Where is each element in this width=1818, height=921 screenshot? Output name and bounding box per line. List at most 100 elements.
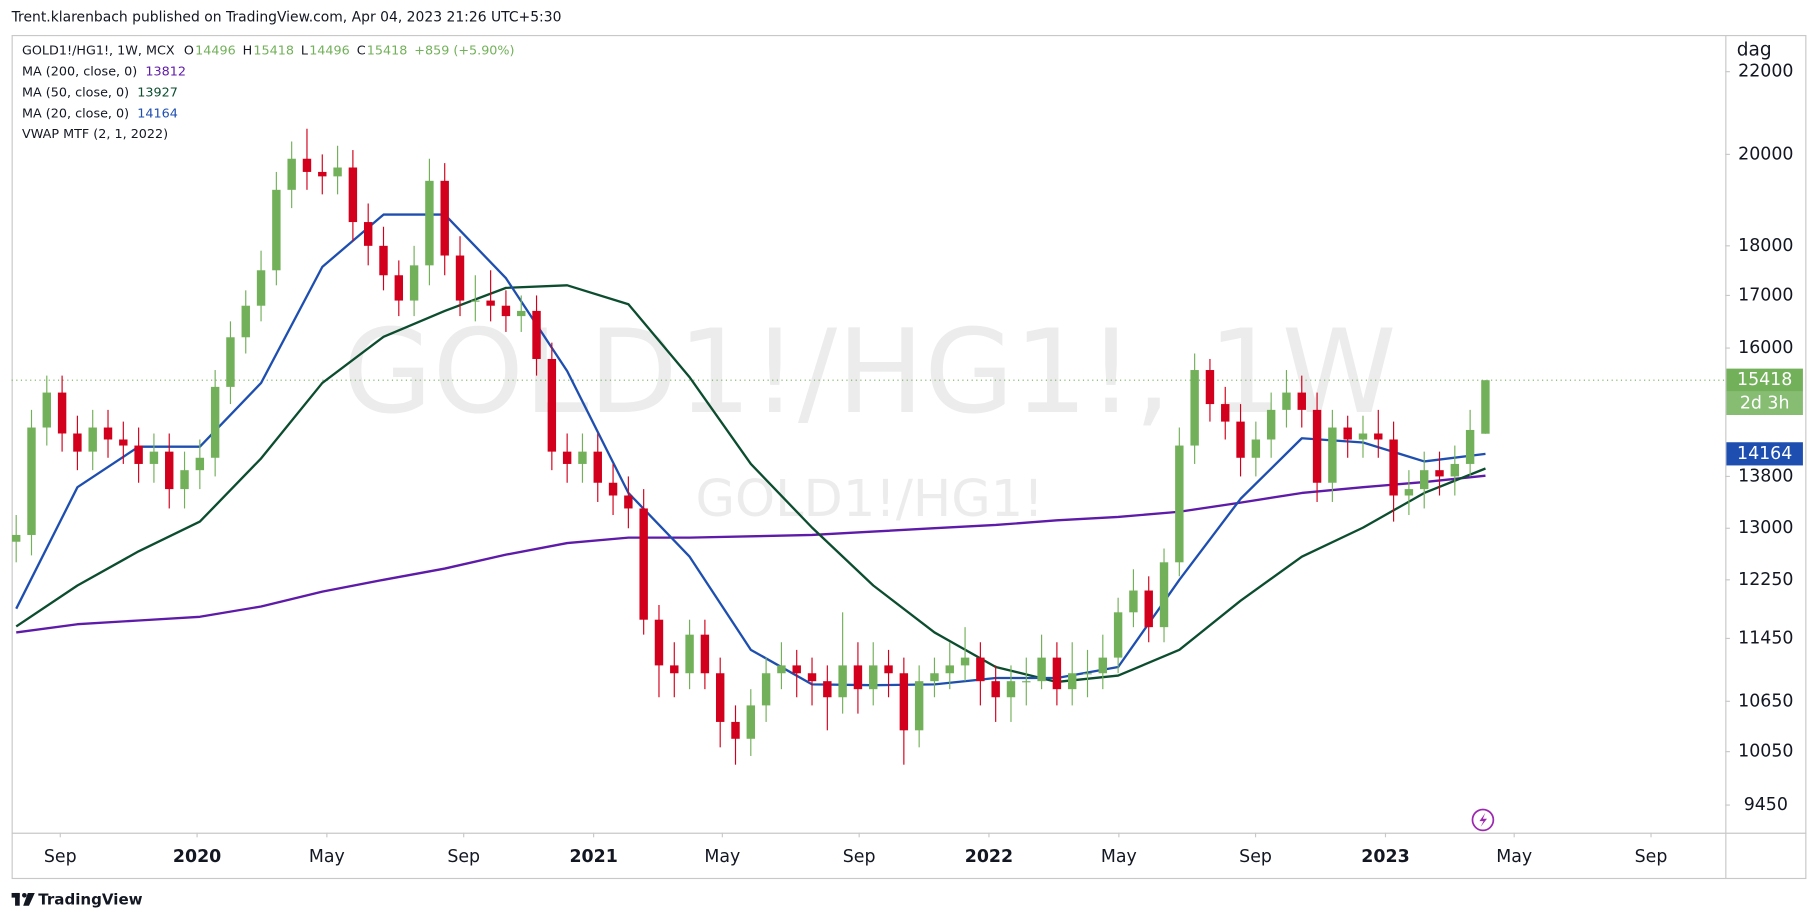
ma-price-value: 14164 (1737, 444, 1792, 464)
candle-body (792, 665, 801, 674)
candle-body (287, 158, 296, 190)
x-tick-label: May (1101, 847, 1137, 867)
candle-body (409, 265, 419, 301)
candle-body (1129, 590, 1138, 613)
x-tick-label: May (1496, 847, 1532, 867)
legend: GOLD1!/HG1!, 1W, MCX O 14496 H 15418 L 14496 C 1… (22, 44, 514, 142)
candle-body (471, 300, 480, 302)
candle-body (532, 310, 541, 359)
candle-body (1006, 681, 1016, 698)
candle-body (1266, 409, 1276, 440)
candle-body (241, 305, 250, 338)
y-tick-label: 13000 (1738, 518, 1793, 538)
ma-line (15, 213, 1486, 687)
candle-body (1251, 439, 1261, 458)
candle-body (180, 470, 189, 490)
plot-area (11, 128, 1490, 765)
y-tick-label: 13800 (1738, 466, 1793, 486)
legend-indicator: VWAP MTF (2, 1, 2022) (22, 127, 168, 142)
candle-body (700, 634, 710, 674)
countdown: 2d 3h (1740, 393, 1790, 413)
candle-body (823, 681, 832, 698)
logo-part (23, 892, 35, 906)
candle-body (1297, 392, 1306, 410)
legend-line-value: 13812 (145, 65, 186, 80)
countdown-tag (1726, 391, 1803, 415)
candle-body (945, 665, 954, 674)
candle-body (1052, 657, 1062, 690)
candle-body (1282, 392, 1291, 410)
candle-body (501, 305, 511, 317)
candle-body (318, 171, 327, 177)
candle-body (746, 705, 756, 739)
candle-body (1159, 562, 1169, 628)
candle-body (1205, 370, 1215, 405)
x-tick-label: 2023 (1361, 847, 1409, 867)
x-tick-label: Sep (1635, 847, 1668, 867)
candle-body (73, 433, 82, 452)
candle-body (1450, 463, 1460, 477)
candle-body (639, 508, 648, 620)
candle-body (256, 270, 266, 306)
publisher: Trent.klarenbach published on TradingVie… (11, 10, 562, 26)
watermark-main: GOLD1!/HG1!, 1W (343, 305, 1397, 440)
legend-line-name: MA (200, close, 0) (22, 65, 137, 80)
legend-line-name: MA (20, close, 0) (22, 106, 129, 121)
candle-body (899, 673, 909, 731)
candle-body (1236, 421, 1245, 458)
candle-body (455, 255, 465, 301)
y-tick-label: 20000 (1738, 144, 1793, 164)
legend-ohlc-label: O (184, 44, 194, 59)
candle-body (149, 451, 159, 464)
y-tick-label: 18000 (1738, 236, 1793, 256)
candle-body (838, 665, 847, 698)
candles (11, 128, 1490, 765)
candle-body (425, 180, 434, 266)
legend-symbol: GOLD1!/HG1!, 1W, MCX (22, 44, 175, 59)
candle-body (1037, 657, 1046, 682)
candle-body (991, 681, 1000, 698)
ma-price-tag (1726, 442, 1803, 466)
legend-ohlc-label: L (301, 44, 309, 59)
candle-body (914, 681, 924, 731)
candle-body (333, 167, 342, 177)
y-tick-label: 10050 (1738, 742, 1793, 762)
y-tick-label: 9450 (1744, 795, 1788, 815)
candle-body (394, 275, 404, 301)
candle-body (302, 158, 312, 172)
candle-body (1481, 380, 1490, 434)
candle-body (348, 167, 358, 223)
candle-body (685, 634, 694, 674)
legend-line-value: 13927 (137, 85, 178, 100)
x-tick-label: Sep (447, 847, 480, 867)
candle-body (853, 665, 863, 690)
logo-part (22, 892, 27, 898)
candle-body (930, 673, 939, 682)
candle-body (1067, 673, 1077, 690)
last-price-value: 15418 (1737, 370, 1792, 390)
x-tick-label: Sep (44, 847, 77, 867)
candle-body (1419, 470, 1429, 490)
x-tick-label: Sep (1239, 847, 1272, 867)
x-tick-label: May (704, 847, 740, 867)
y-tick-label: 17000 (1738, 285, 1793, 305)
icon-ring (1471, 808, 1495, 832)
brand-name: TradingView (38, 890, 142, 908)
candle-body (547, 358, 557, 452)
candle-body (42, 392, 52, 428)
legend-ohlc-value: 14496 (309, 44, 350, 59)
candle-body (1098, 657, 1108, 674)
x-tick-label: Sep (843, 847, 876, 867)
candle-body (884, 665, 893, 674)
candle-body (363, 222, 373, 246)
icon-bolt (1479, 812, 1487, 827)
y-tick-label: 10650 (1738, 691, 1793, 711)
candle-body (761, 673, 771, 706)
candle-body (1343, 427, 1352, 440)
lightning-icon (1471, 808, 1495, 832)
candle-body (562, 451, 572, 464)
candle-body (578, 451, 587, 464)
